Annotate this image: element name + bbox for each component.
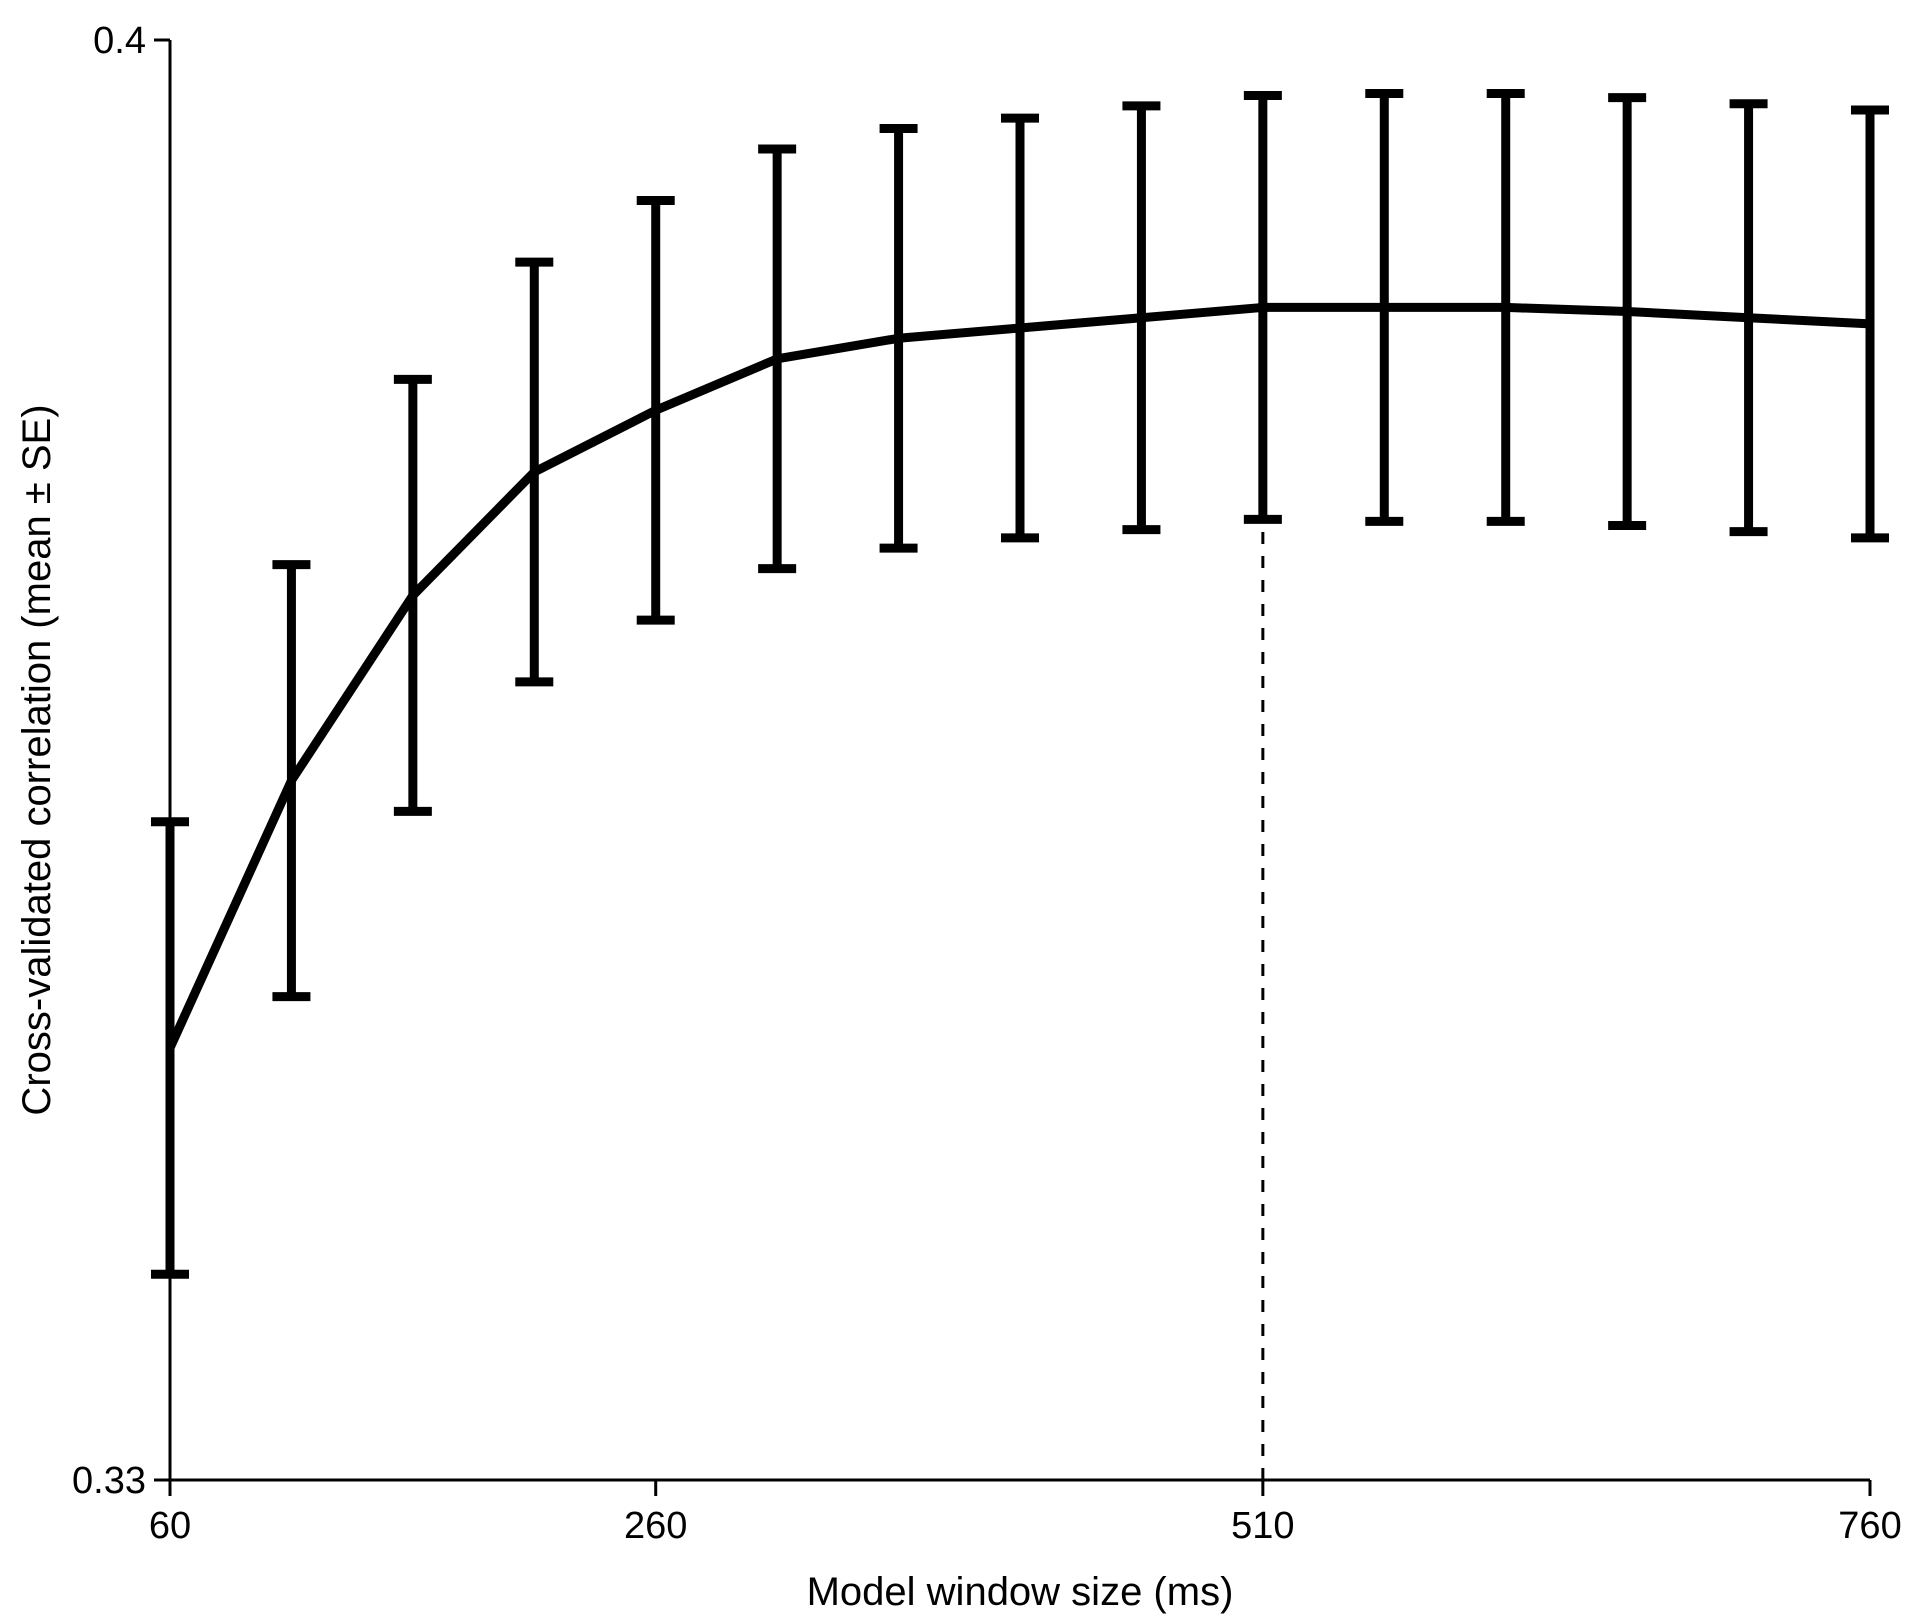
error-bars — [151, 93, 1889, 1274]
x-tick-label: 760 — [1838, 1505, 1901, 1547]
axis-labels: Model window size (ms) Cross-validated co… — [15, 404, 1233, 1614]
x-tick-label: 260 — [624, 1505, 687, 1547]
x-tick-label: 60 — [149, 1505, 191, 1547]
y-axis-label: Cross-validated correlation (mean ± SE) — [15, 404, 59, 1115]
chart-container: 60 260 510 760 0.33 0.4 Model window size (ms… — [0, 0, 1920, 1618]
y-tick-label: 0.4 — [93, 20, 146, 62]
y-tick-label: 0.33 — [72, 1460, 146, 1502]
x-axis-label: Model window size (ms) — [807, 1570, 1234, 1614]
errorbar-line-chart: 60 260 510 760 0.33 0.4 Model window size (ms… — [0, 0, 1920, 1618]
x-tick-label: 510 — [1231, 1505, 1294, 1547]
